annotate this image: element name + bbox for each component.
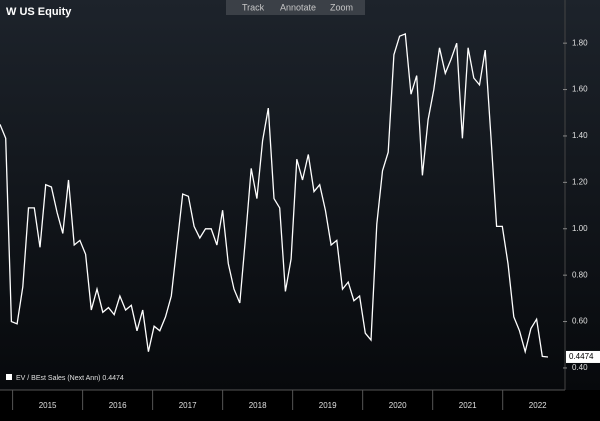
y-tick-label: 1.80 [572, 38, 588, 47]
toolbar [226, 0, 365, 15]
x-tick-label: 2021 [459, 401, 477, 410]
legend-entry: EV / BEst Sales (Next Ann) 0.4474 [16, 375, 124, 382]
last-value-box [566, 350, 600, 363]
toolbar-button[interactable]: Track [242, 2, 265, 12]
chart-title: W US Equity [6, 6, 72, 18]
x-tick-label: 2018 [249, 401, 267, 410]
x-tick-label: 2019 [319, 401, 337, 410]
legend-value: 0.4474 [102, 375, 124, 382]
x-tick-label: 2015 [39, 401, 57, 410]
last-value-label: 0.4474 [569, 352, 594, 361]
x-tick-label: 2022 [529, 401, 547, 410]
x-tick-label: 2016 [109, 401, 127, 410]
toolbar-button[interactable]: Zoom [330, 2, 353, 12]
y-tick-label: 1.00 [572, 224, 588, 233]
y-tick-label: 1.40 [572, 131, 588, 140]
legend-name: EV / BEst Sales (Next Ann) [16, 375, 100, 382]
plot-background [0, 0, 600, 390]
y-tick-label: 1.20 [572, 177, 588, 186]
y-tick-label: 0.60 [572, 317, 588, 326]
toolbar-button[interactable]: Annotate [280, 2, 316, 12]
y-tick-label: 0.40 [572, 363, 588, 372]
x-axis-band [0, 390, 600, 421]
y-tick-label: 0.80 [572, 270, 588, 279]
x-tick-label: 2017 [179, 401, 197, 410]
x-tick-label: 2020 [389, 401, 407, 410]
y-tick-label: 1.60 [572, 85, 588, 94]
legend-swatch [6, 374, 12, 380]
series-line [0, 32, 549, 358]
